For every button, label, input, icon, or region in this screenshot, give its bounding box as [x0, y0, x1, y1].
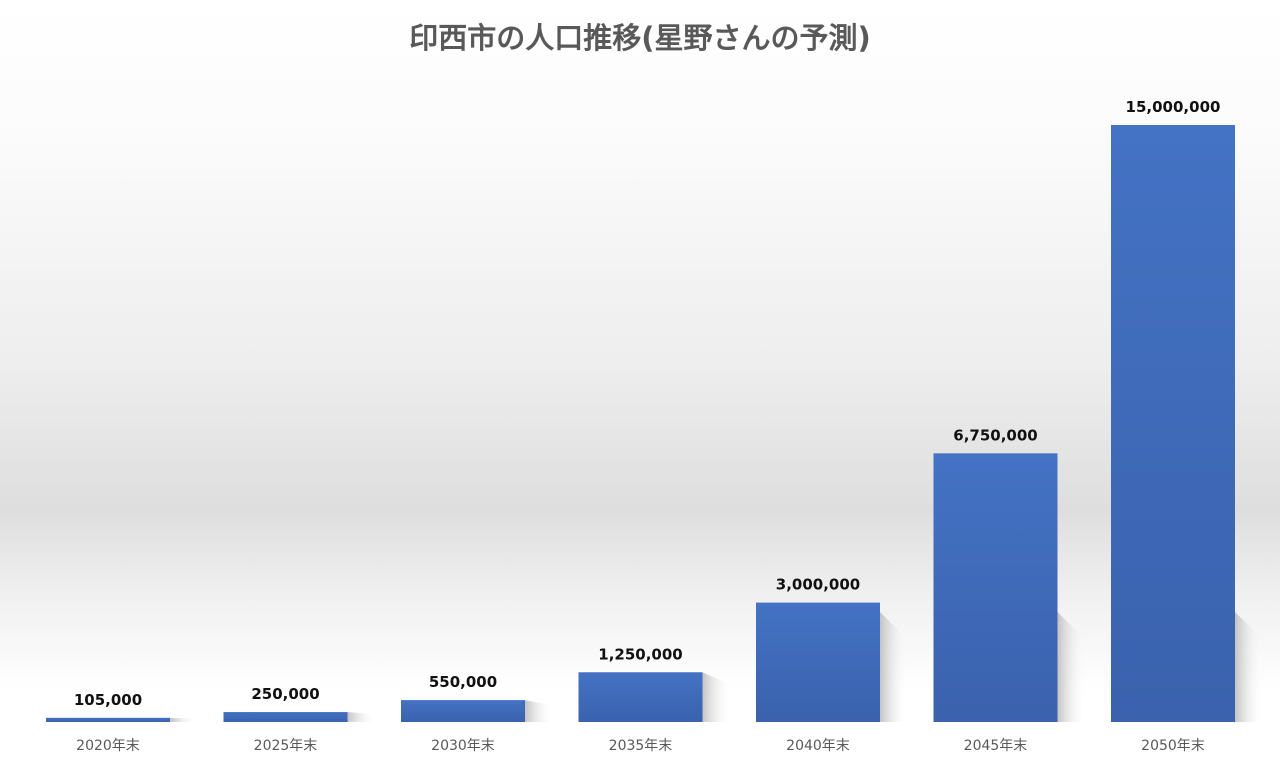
bar-shadows [170, 612, 1263, 722]
bar-shadow [702, 672, 731, 722]
bar-shadow [170, 717, 198, 722]
x-tick-label: 2045年末 [964, 738, 1028, 754]
x-tick-label: 2030年末 [431, 738, 495, 754]
data-label: 105,000 [74, 691, 142, 709]
x-tick-label: 2040年末 [786, 738, 850, 754]
bar-shadow [880, 612, 908, 722]
bar-2040年末 [756, 602, 880, 722]
bar-2025年末 [223, 712, 348, 722]
bar-2050年末 [1111, 125, 1235, 722]
x-tick-label: 2035年末 [609, 738, 673, 754]
data-label: 1,250,000 [598, 645, 682, 663]
bar-2045年末 [933, 453, 1058, 722]
bars-group [46, 125, 1235, 722]
bar-shadow [1235, 612, 1263, 722]
x-tick-label: 2050年末 [1141, 738, 1205, 754]
x-tick-label: 2020年末 [76, 738, 140, 754]
x-tick-labels-group: 2020年末 2025年末 2030年末 2035年末 2040年末 2045年末 2050… [76, 738, 1205, 754]
data-label: 550,000 [429, 673, 497, 691]
bar-2035年末 [578, 672, 703, 722]
data-label: 15,000,000 [1126, 98, 1221, 116]
data-labels-group: 105,000 250,000 550,000 1,250,000 3,000,000 6… [74, 98, 1221, 709]
data-label: 3,000,000 [776, 576, 860, 594]
chart-title: 印西市の人口推移(星野さんの予測) [409, 21, 871, 55]
bar-2030年末 [401, 700, 525, 722]
bar-shadow [347, 712, 376, 722]
data-label: 6,750,000 [953, 426, 1037, 444]
bar-2020年末 [46, 717, 170, 722]
bar-shadow [1057, 612, 1086, 722]
data-label: 250,000 [251, 685, 319, 703]
x-tick-label: 2025年末 [254, 738, 318, 754]
bar-shadow [525, 700, 553, 722]
